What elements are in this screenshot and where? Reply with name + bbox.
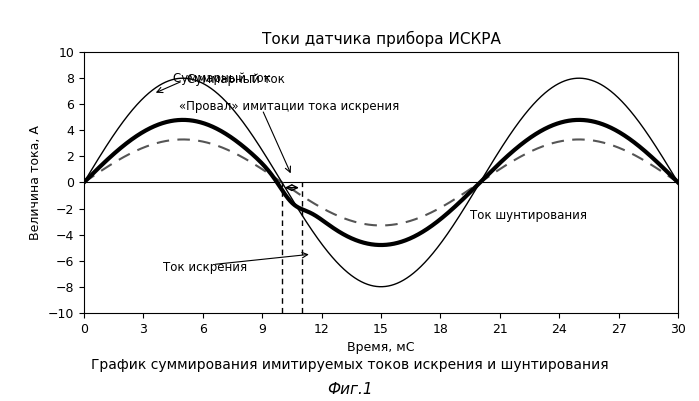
Text: Ток искрения: Ток искрения bbox=[163, 261, 247, 273]
Title: Токи датчика прибора ИСКРА: Токи датчика прибора ИСКРА bbox=[261, 30, 500, 47]
Text: Фиг.1: Фиг.1 bbox=[326, 382, 373, 397]
Text: «Провал» имитации тока искрения: «Провал» имитации тока искрения bbox=[179, 100, 399, 113]
Y-axis label: Величина тока, А: Величина тока, А bbox=[29, 125, 42, 240]
Text: График суммирования имитируемых токов искрения и шунтирования: График суммирования имитируемых токов ис… bbox=[91, 358, 608, 372]
Text: Суммарный ток: Суммарный ток bbox=[173, 72, 271, 85]
X-axis label: Время, мС: Время, мС bbox=[347, 341, 415, 354]
Text: Суммарный ток: Суммарный ток bbox=[187, 73, 284, 86]
Text: Ток шунтирования: Ток шунтирования bbox=[470, 209, 587, 221]
